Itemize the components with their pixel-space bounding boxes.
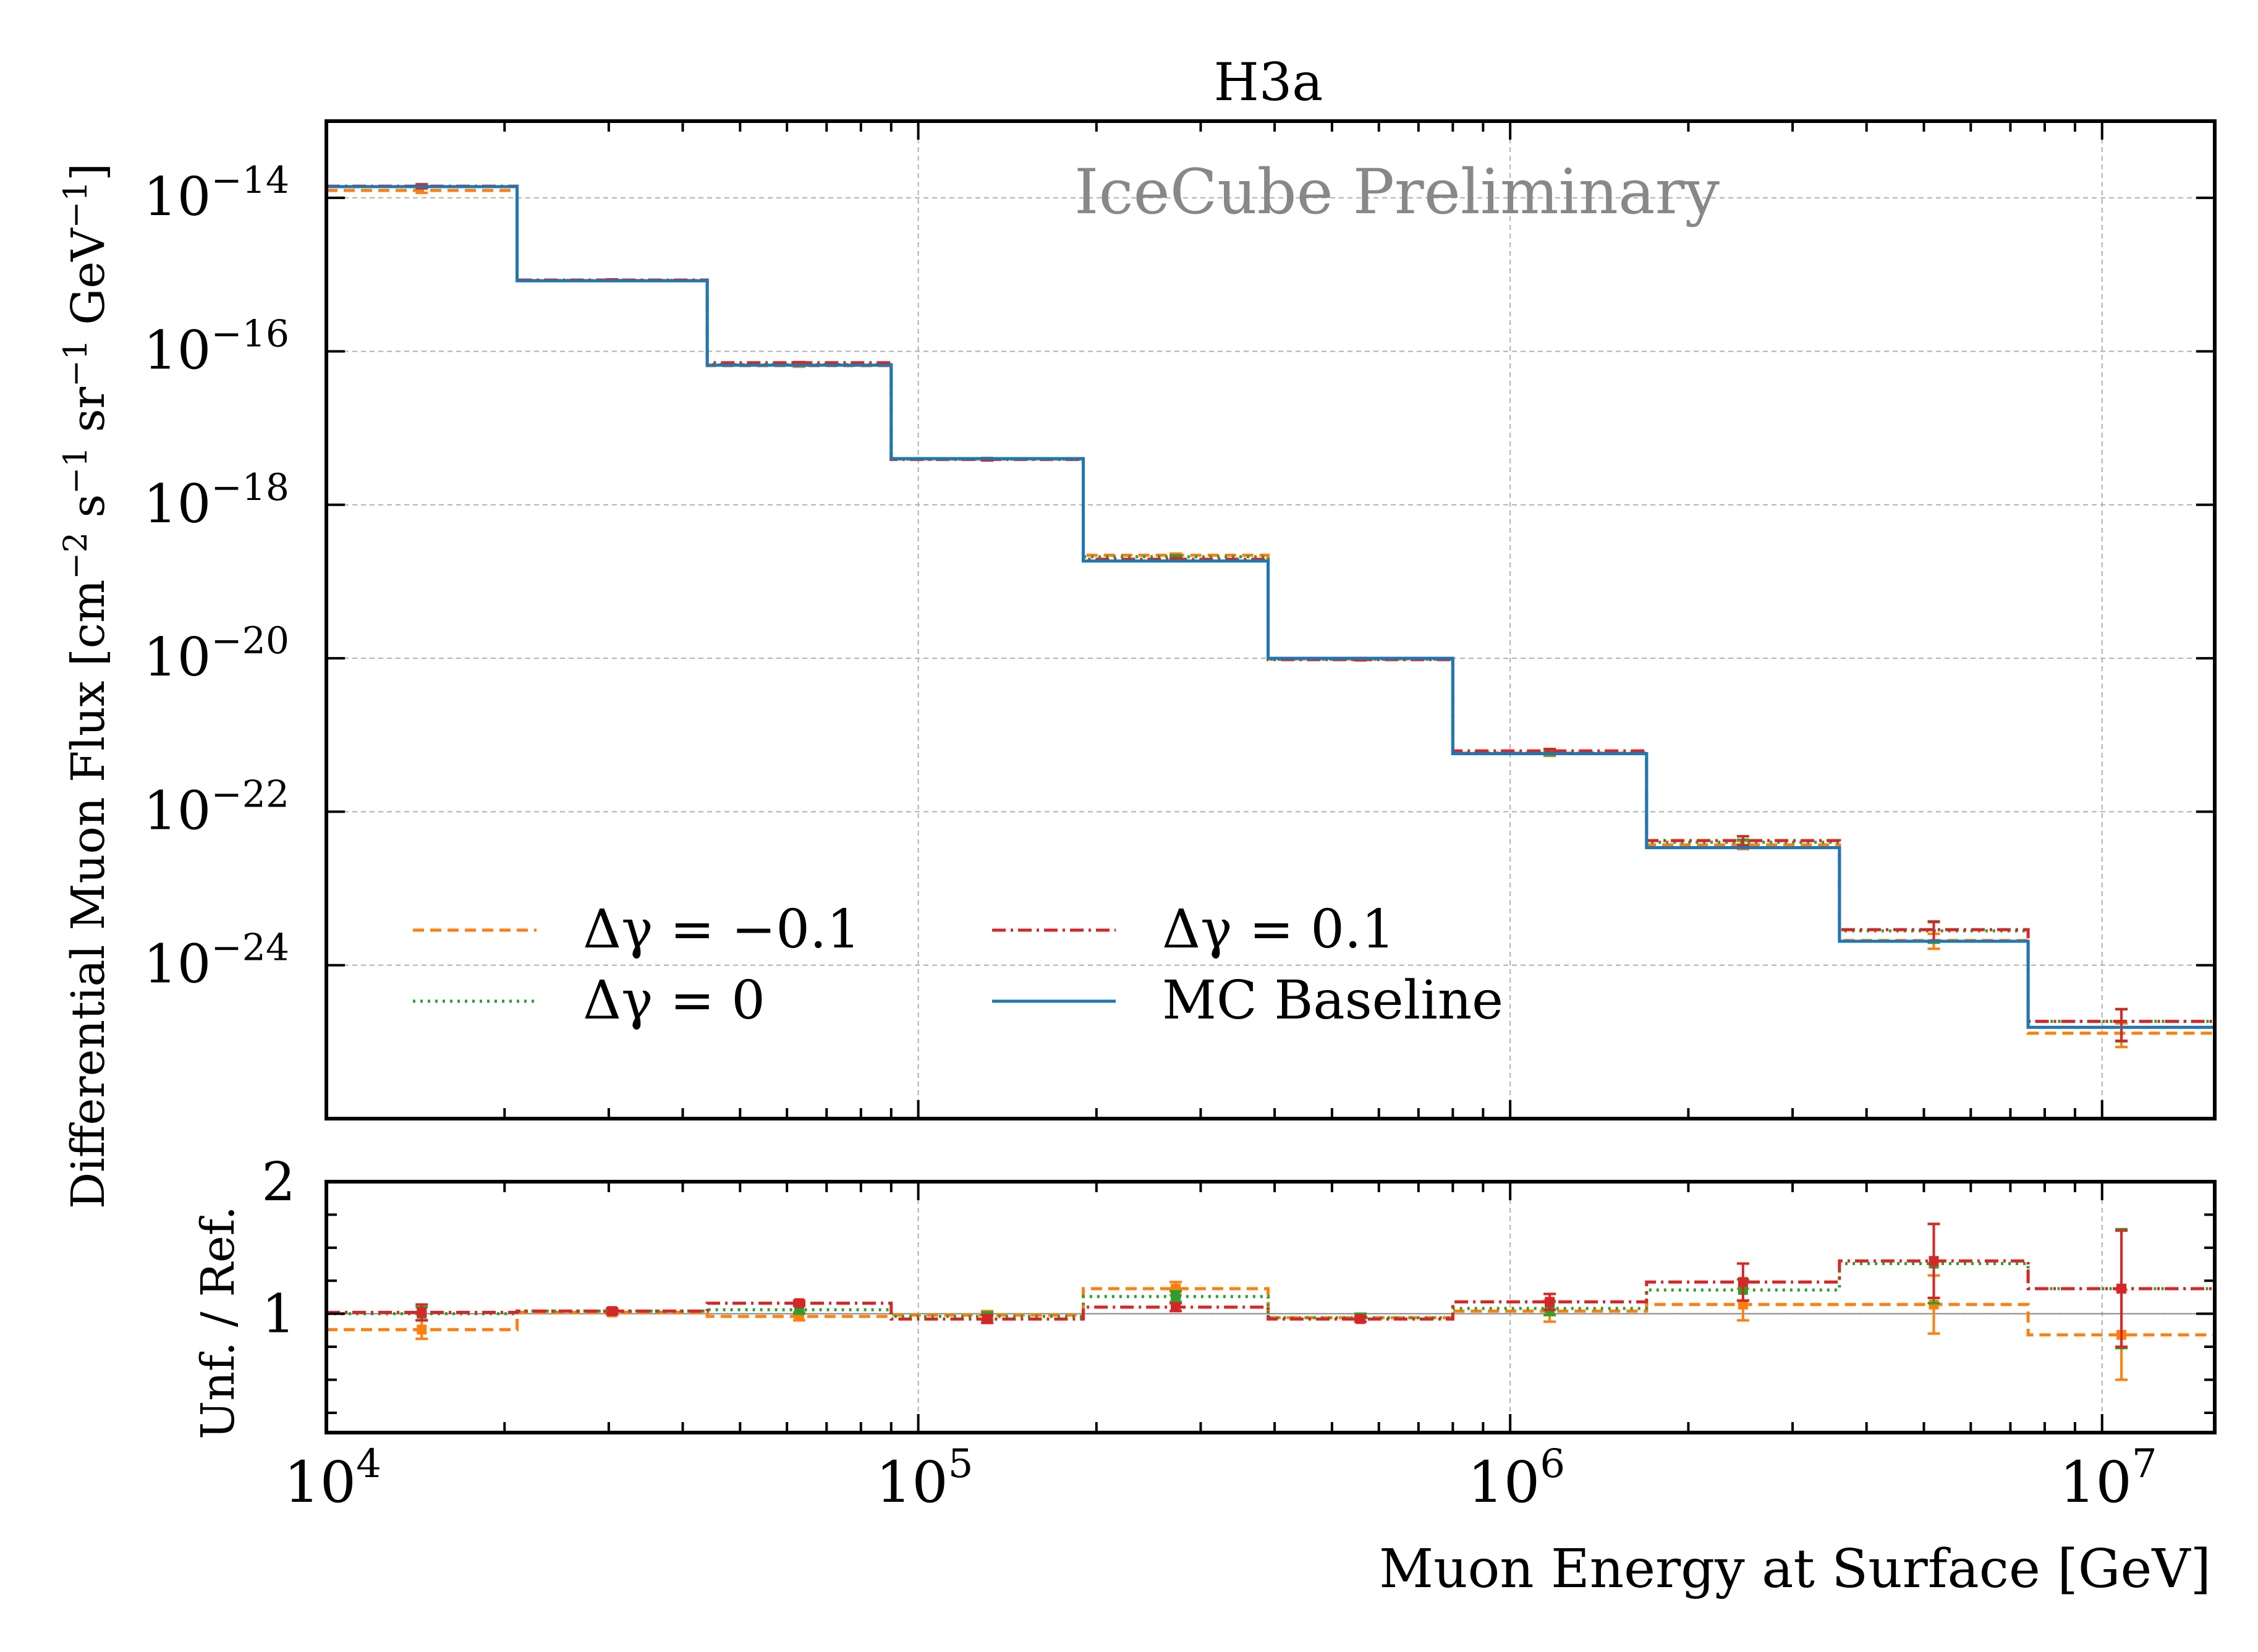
top-y-tick-label-1: 10−16 xyxy=(143,312,289,381)
tick-exponent: −14 xyxy=(211,159,289,202)
tick-base: 10 xyxy=(1467,1449,1540,1515)
ratio-marker-dgp xyxy=(2116,1284,2127,1294)
tick-exponent: −18 xyxy=(211,466,289,509)
x-tick-label-2: 106 xyxy=(1467,1441,1565,1515)
legend-label-dgp: Δγ = 0.1 xyxy=(1162,899,1395,960)
bottom-y-axis-label: Unf. / Ref. xyxy=(192,1206,245,1439)
ratio-marker-dgp xyxy=(1738,1277,1748,1287)
legend: Δγ = −0.1 Δγ = 0 Δγ = 0.1 MC Baseline xyxy=(413,899,1503,1031)
ylabel-sup-4: −1 xyxy=(57,181,95,229)
tick-base: 10 xyxy=(143,320,211,381)
tick-base: 10 xyxy=(876,1449,948,1515)
tick-base: 10 xyxy=(2060,1449,2132,1515)
tick-base: 10 xyxy=(284,1449,356,1515)
tick-exponent: 5 xyxy=(948,1441,974,1487)
bottom-y-tick-label-0: 1 xyxy=(261,1284,295,1345)
ratio-marker-dgm xyxy=(1738,1299,1748,1310)
ylabel-part-5: ] xyxy=(62,163,115,181)
top-y-axis-label-group: Differential Muon Flux [cm−2 s−1 sr−1 Ge… xyxy=(57,163,115,1209)
ratio-line-dgp xyxy=(326,1259,2215,1321)
ylabel-part-2: s xyxy=(62,494,115,532)
tick-exponent: −22 xyxy=(211,773,289,816)
x-tick-label-3: 107 xyxy=(2060,1441,2157,1515)
bottom-y-tick-label-1: 2 xyxy=(261,1151,295,1213)
ratio-marker-dgp xyxy=(1929,1256,1939,1266)
top-panel-frame xyxy=(325,119,2217,1120)
tick-base: 10 xyxy=(143,934,211,996)
tick-base: 10 xyxy=(143,166,211,228)
x-tick-label-0: 104 xyxy=(284,1441,381,1515)
x-axis-label: Muon Energy at Surface [GeV] xyxy=(1379,1538,2211,1600)
series-line-mc xyxy=(326,185,2215,1029)
tick-exponent: 6 xyxy=(1540,1441,1565,1487)
tick-base: 10 xyxy=(143,473,211,535)
ylabel-part-4: GeV xyxy=(62,227,115,339)
ratio-marker-dgp xyxy=(1545,1297,1555,1307)
ratio-line-dgm xyxy=(326,1287,2215,1337)
tick-base: 10 xyxy=(143,627,211,688)
series-line-dg0 xyxy=(326,185,2215,1023)
ratio-marker-dgp xyxy=(607,1306,618,1316)
top-panel-series xyxy=(326,183,2215,1049)
ratio-marker-dgp xyxy=(794,1298,804,1308)
ratio-marker-dgp xyxy=(982,1314,993,1324)
chart-title: H3a xyxy=(1214,52,1323,112)
top-panel-grid xyxy=(326,121,2215,1119)
top-y-tick-label-4: 10−22 xyxy=(143,773,289,842)
watermark-text: IceCube Preliminary xyxy=(1074,156,1720,228)
ratio-marker-dgp xyxy=(1171,1302,1181,1312)
top-y-axis-label: Differential Muon Flux [cm−2 s−1 sr−1 Ge… xyxy=(57,163,115,1209)
tick-exponent: 7 xyxy=(2132,1441,2157,1487)
ylabel-sup-2: −1 xyxy=(57,447,95,494)
axis-ticks xyxy=(325,121,2215,1433)
tick-exponent: −20 xyxy=(211,619,289,663)
tick-exponent: −16 xyxy=(211,312,289,355)
ratio-marker-dgp xyxy=(417,1307,427,1318)
ratio-marker-dgp xyxy=(1355,1314,1365,1324)
tick-exponent: −24 xyxy=(211,926,289,970)
ylabel-sup-1: −2 xyxy=(57,532,95,580)
x-tick-label-1: 105 xyxy=(876,1441,974,1515)
ylabel-sup-3: −1 xyxy=(57,339,95,387)
ylabel-part-3: sr xyxy=(62,386,115,446)
bottom-panel-frame xyxy=(325,1180,2217,1434)
top-y-tick-label-0: 10−14 xyxy=(143,159,289,228)
ratio-marker-dg0 xyxy=(1171,1291,1181,1302)
top-y-tick-label-3: 10−20 xyxy=(143,619,289,688)
bottom-panel-series xyxy=(326,1222,2215,1381)
top-y-tick-label-5: 10−24 xyxy=(143,926,289,996)
legend-label-mc: MC Baseline xyxy=(1162,970,1503,1031)
x-tick-labels: 104 105 106 107 xyxy=(284,1441,2157,1515)
tick-exponent: 4 xyxy=(356,1441,381,1487)
bottom-y-tick-labels: 12 xyxy=(261,1151,295,1345)
series-line-dgp xyxy=(326,184,2215,1023)
top-y-tick-label-2: 10−18 xyxy=(143,466,289,535)
tick-base: 10 xyxy=(143,780,211,842)
legend-label-dg0: Δγ = 0 xyxy=(583,970,765,1031)
legend-label-dgm: Δγ = −0.1 xyxy=(583,899,860,960)
ratio-marker-dgm xyxy=(417,1324,427,1335)
ylabel-part-1: Differential Muon Flux [cm xyxy=(62,580,115,1209)
